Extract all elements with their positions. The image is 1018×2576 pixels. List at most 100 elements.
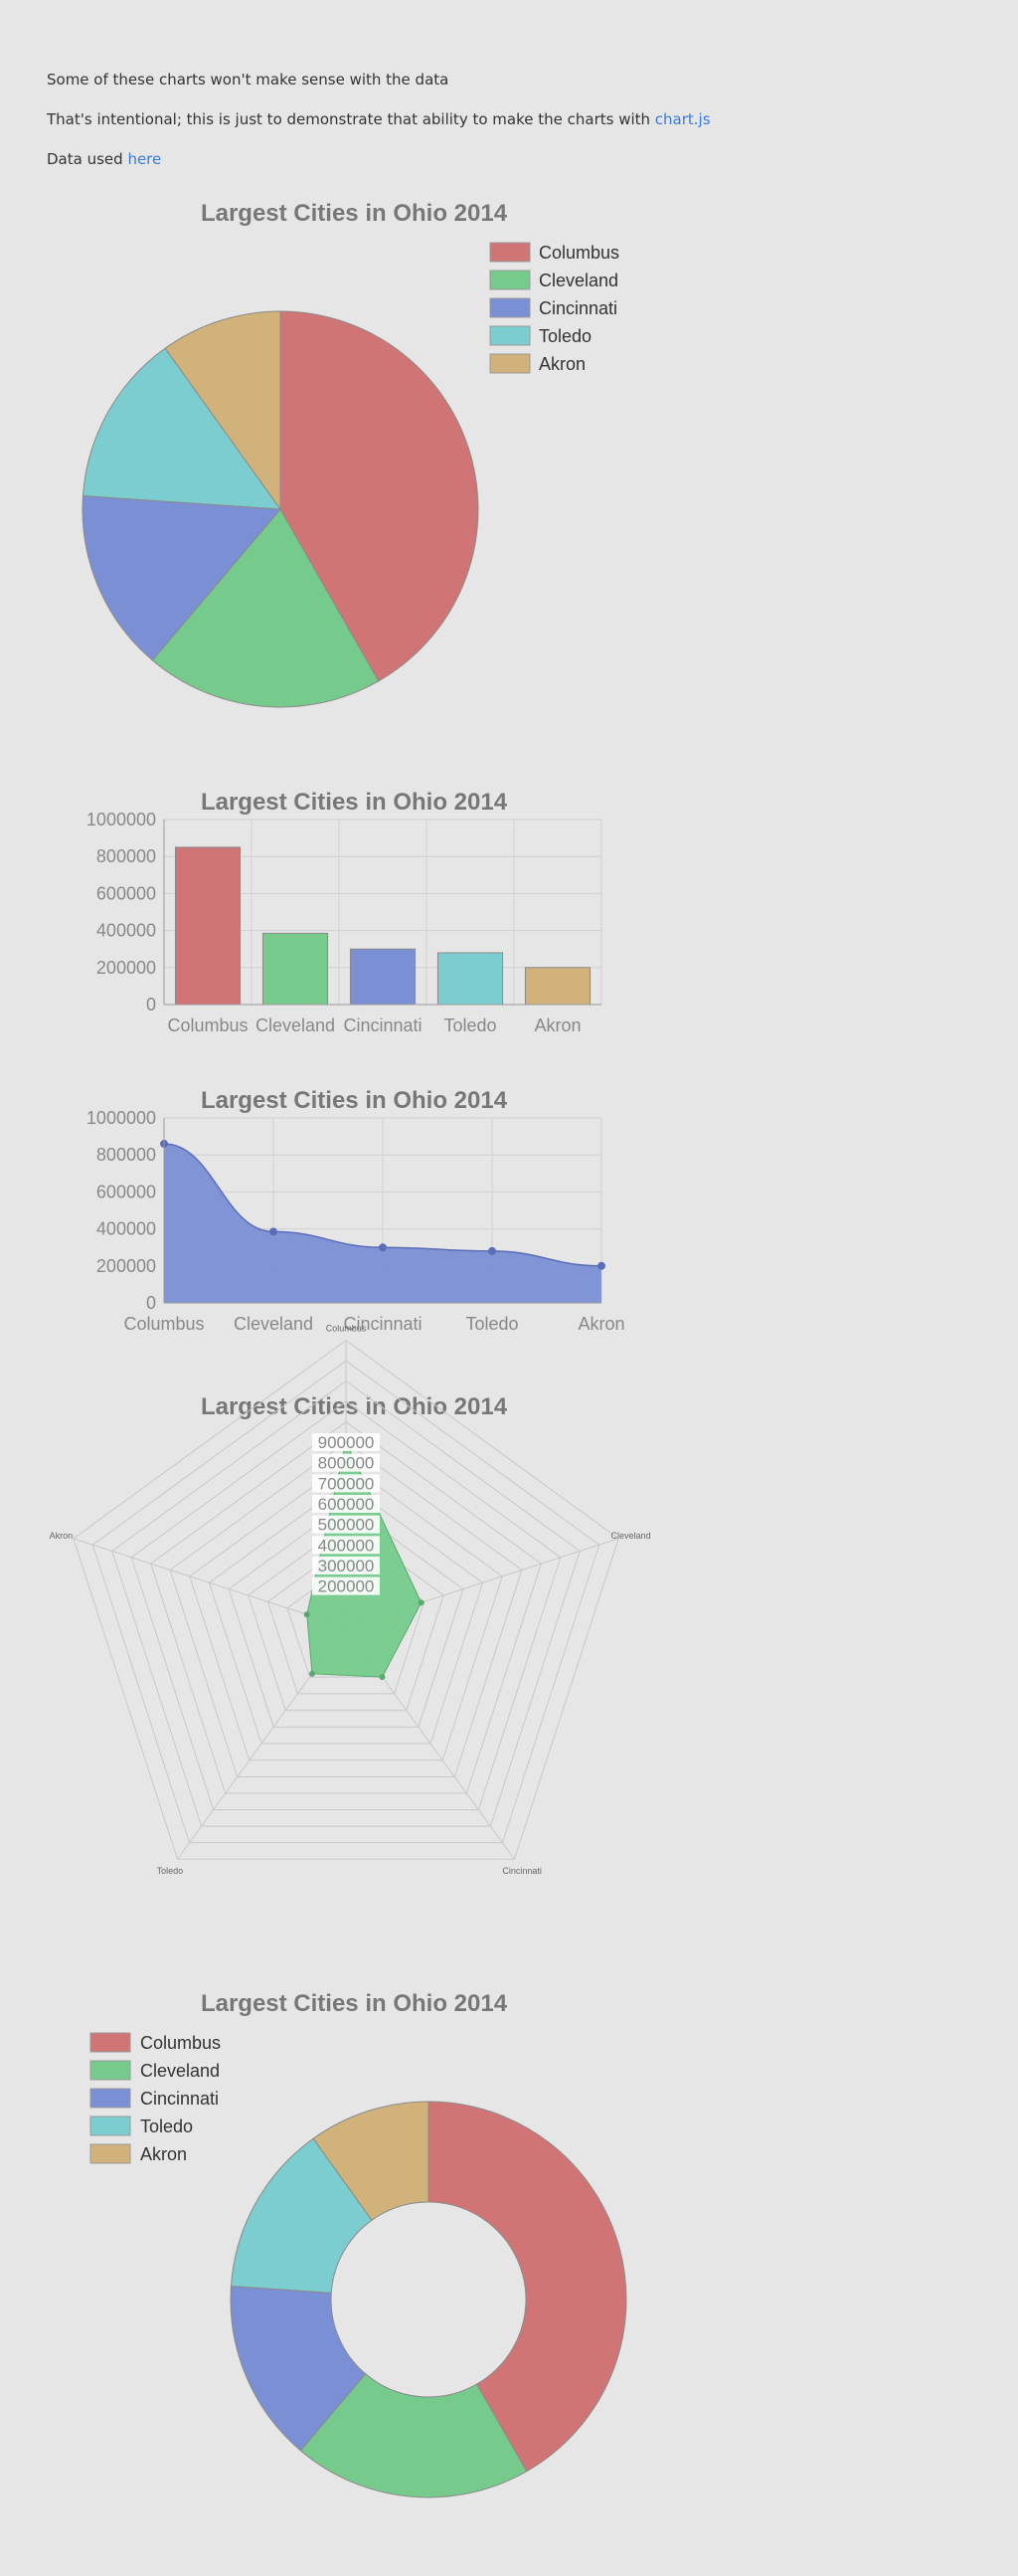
radar-point-cleveland [418,1599,424,1606]
line-xtick: Toledo [465,1314,518,1334]
line-xtick: Cincinnati [343,1314,422,1334]
line-xtick: Akron [578,1314,624,1334]
radar-tick: 900000 [318,1433,375,1452]
line-point-cleveland [269,1227,277,1236]
bar-toledo [436,952,504,1006]
radar-tick: 200000 [318,1577,375,1596]
bar-ytick: 0 [146,995,156,1014]
pie-legend-swatch-cleveland [489,270,531,290]
bar-columbus [174,846,242,1006]
line-series [163,1143,602,1267]
bar-cincinnati [349,948,417,1006]
radar-tick: 500000 [318,1516,375,1535]
doughnut-legend-swatch-columbus [89,2032,131,2053]
doughnut-chart: Largest Cities in Ohio 2014 Columbus Cleve… [89,1990,627,2498]
intro-line-1: Some of these charts won't make sense wi… [47,71,449,89]
bar-xtick: Cincinnati [343,1015,422,1035]
bar-ytick: 200000 [96,958,156,978]
pie-legend-swatch-columbus [489,242,531,263]
doughnut-slice-cleveland [299,2373,528,2498]
pie-legend-label-columbus: Columbus [539,243,619,263]
line-ytick: 600000 [96,1182,156,1201]
pie-title: Largest Cities in Ohio 2014 [201,200,508,227]
radar-title: Largest Cities in Ohio 2014 [201,1393,508,1420]
bar-xtick: Akron [534,1015,581,1035]
bar-xtick: Toledo [443,1015,496,1035]
bar-chart: Largest Cities in Ohio 2014 0 200000 400000… [86,789,602,1035]
radar-point-akron [303,1611,310,1618]
doughnut-legend-swatch-cleveland [89,2060,131,2081]
pie-slice-akron [164,310,281,511]
radar-tick-bg [312,1515,380,1534]
line-point-toledo [488,1246,496,1255]
doughnut-legend-label-cincinnati: Cincinnati [140,2089,219,2109]
radar-tick: 700000 [318,1474,375,1493]
line-point-akron [597,1261,605,1270]
line-xtick: Columbus [123,1314,204,1334]
radar-tick-bg [312,1576,380,1595]
radar-ring [91,1360,600,1844]
radar-ring [111,1380,581,1827]
bar-cleveland [261,932,329,1006]
bar-ytick: 600000 [96,883,156,903]
intro-text: Some of these charts won't make sense wi… [47,70,711,189]
line-ytick: 400000 [96,1219,156,1239]
intro-line-3: Data used here [47,150,162,168]
bar-akron [524,967,592,1006]
doughnut-legend-label-toledo: Toledo [140,2116,193,2136]
radar-tick: 800000 [318,1454,375,1473]
doughnut-legend-swatch-cincinnati [89,2088,131,2109]
radar-tick-bg [312,1433,380,1451]
radar-axis-label-akron: Akron [50,1531,74,1541]
radar-point-cincinnati [379,1674,386,1681]
radar-axis-label-cincinnati: Cincinnati [502,1866,542,1876]
radar-tick-bg [312,1557,380,1574]
radar-ring [169,1441,523,1777]
radar-tick-bg [312,1495,380,1513]
doughnut-legend-label-columbus: Columbus [140,2033,221,2053]
line-area-fill [164,1144,601,1303]
bar-xtick: Columbus [167,1015,248,1035]
bar-ytick: 800000 [96,846,156,866]
doughnut-title: Largest Cities in Ohio 2014 [201,1990,508,2017]
line-xtick: Cleveland [234,1314,313,1334]
doughnut-legend-swatch-toledo [89,2116,131,2136]
radar-tick: 300000 [318,1557,375,1575]
line-ytick: 1000000 [86,1108,156,1128]
line-title: Largest Cities in Ohio 2014 [201,1087,508,1114]
chartjs-link[interactable]: chart.js [654,110,711,128]
bar-ytick: 400000 [96,921,156,941]
radar-spoke [73,1538,347,1628]
doughnut-slice-akron [312,2101,429,2222]
pie-slice-cincinnati [82,495,282,661]
radar-axis-label-toledo: Toledo [157,1866,184,1876]
pie-legend-label-cleveland: Cleveland [539,271,618,290]
pie-legend-label-cincinnati: Cincinnati [539,298,617,318]
radar-ring [248,1524,444,1712]
radar-ring [189,1462,503,1761]
pie-legend-swatch-akron [489,353,531,374]
data-source-link[interactable]: here [127,150,162,168]
pie-legend-label-akron: Akron [539,354,586,374]
bar-title: Largest Cities in Ohio 2014 [201,789,508,816]
line-ytick: 0 [146,1293,156,1313]
pie-chart: Largest Cities in Ohio 2014 Columbus Cleve… [82,200,619,708]
radar-tick: 600000 [318,1495,375,1514]
radar-ring [208,1482,484,1745]
doughnut-legend-swatch-akron [89,2143,131,2164]
radar-tick: 400000 [318,1536,375,1555]
doughnut-legend-label-akron: Akron [140,2144,187,2164]
radar-tick-bg [312,1536,380,1555]
radar-ring [73,1340,619,1860]
intro-line-2: That's intentional; this is just to demo… [47,110,711,128]
radar-axis-label-columbus: Columbus [326,1324,367,1334]
radar-axis-label-cleveland: Cleveland [611,1531,651,1541]
radar-chart: Largest Cities in Ohio 2014 Columbus Cleve… [50,1324,651,1876]
doughnut-slice-columbus [427,2101,627,2473]
radar-point-toledo [308,1670,315,1677]
line-chart: Largest Cities in Ohio 2014 0 200000 400000… [86,1087,625,1334]
pie-legend-swatch-toledo [489,325,531,346]
radar-tick-bg [312,1453,380,1472]
pie-slice-toledo [82,347,282,510]
pie-legend-label-toledo: Toledo [539,326,592,346]
